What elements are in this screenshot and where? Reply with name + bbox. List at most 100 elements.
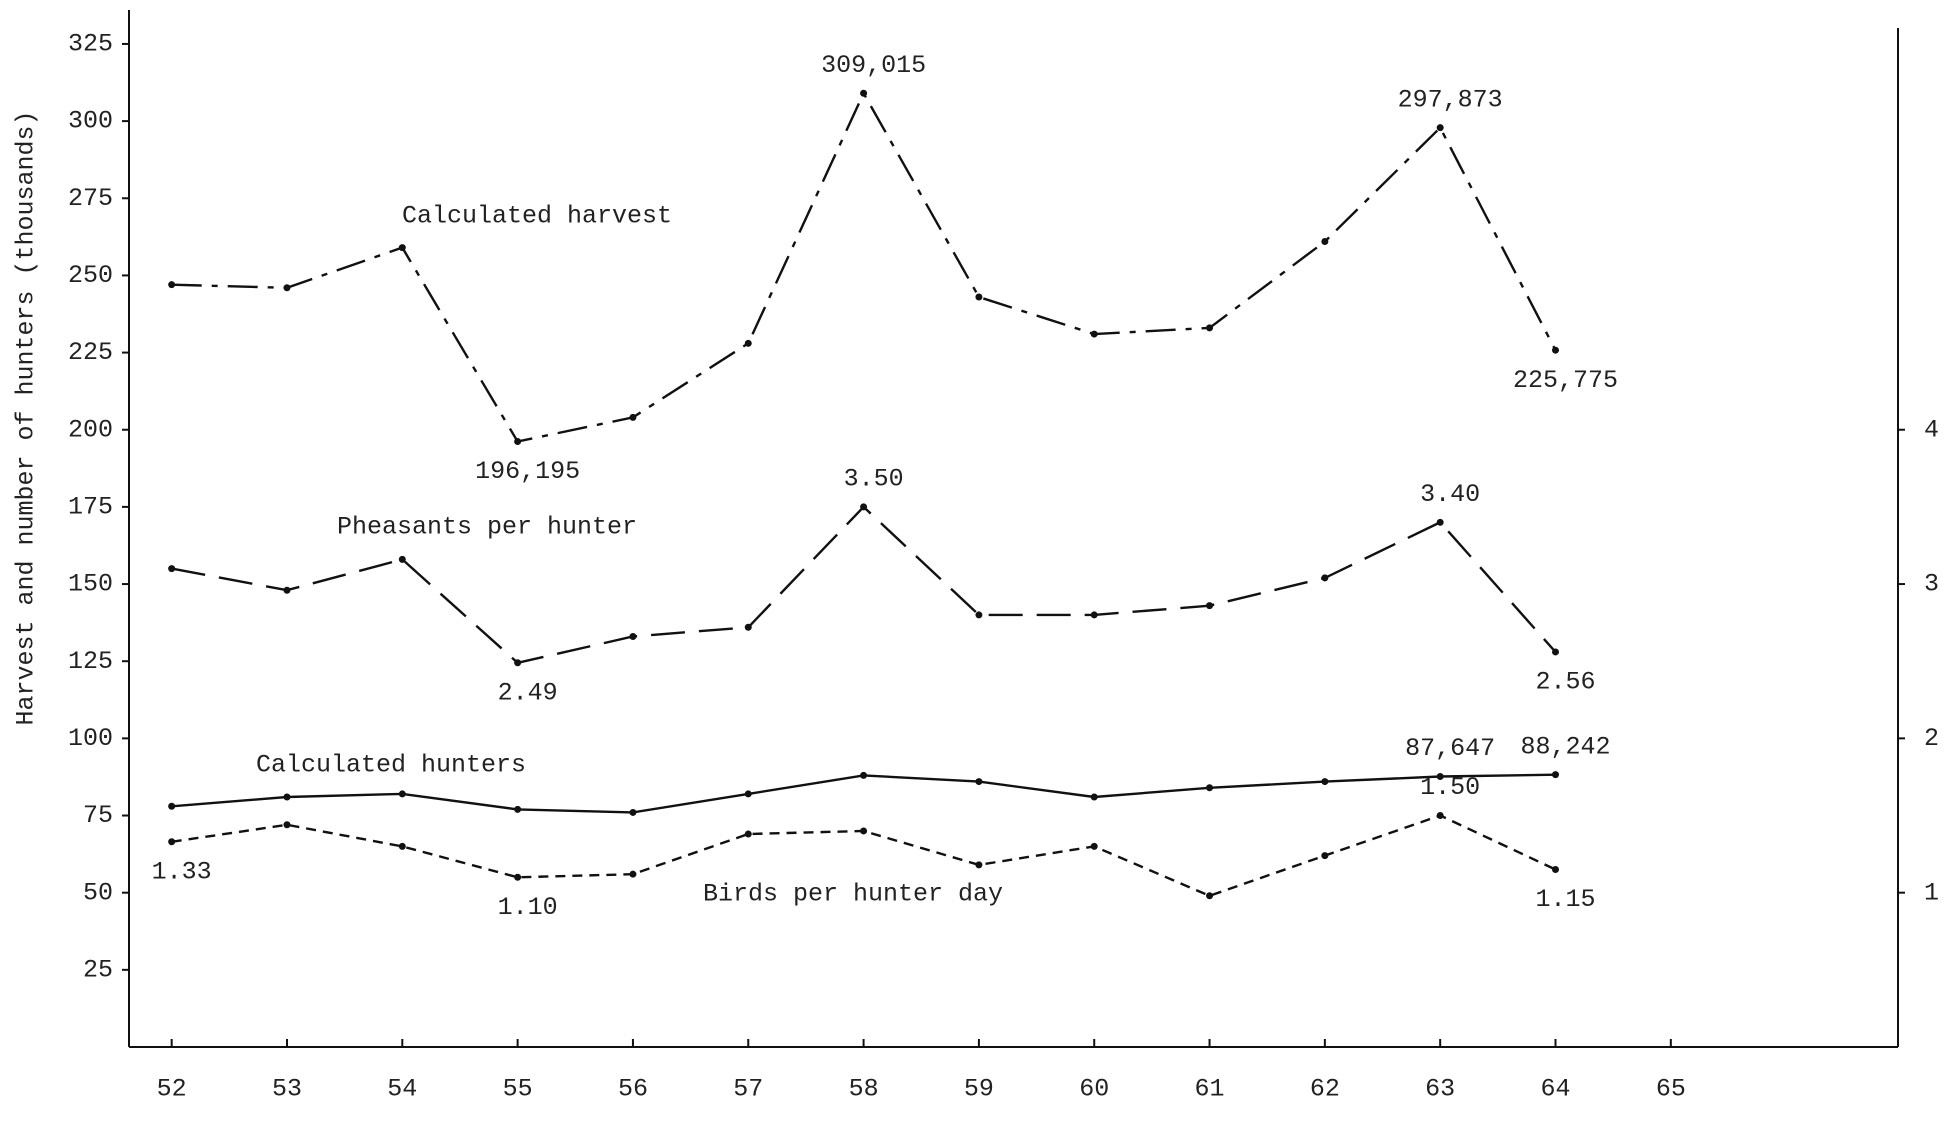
value-label: 1.33 (152, 857, 212, 886)
data-point (398, 790, 406, 798)
series-name: Birds per hunter day (703, 880, 1003, 909)
data-point (168, 281, 176, 289)
data-point (1206, 324, 1214, 332)
data-point (283, 793, 291, 801)
data-point (283, 821, 291, 829)
x-tick-label: 64 (1540, 1075, 1570, 1104)
data-point (514, 805, 522, 813)
value-label: 3.40 (1420, 480, 1480, 509)
series-name: Calculated hunters (256, 751, 526, 780)
value-label: 87,647 (1405, 734, 1495, 763)
data-point (744, 830, 752, 838)
x-tick-label: 53 (272, 1075, 302, 1104)
y-tick-label: 275 (68, 184, 113, 213)
data-point (860, 771, 868, 779)
data-point (168, 802, 176, 810)
data-point (1321, 852, 1329, 860)
data-point (1321, 778, 1329, 786)
data-point (1206, 892, 1214, 900)
data-point (1090, 611, 1098, 619)
series-name: Calculated harvest (402, 202, 672, 231)
data-point (398, 244, 406, 252)
data-point (1436, 518, 1444, 526)
x-tick-label: 55 (503, 1075, 533, 1104)
data-point (1321, 574, 1329, 582)
data-point (1552, 648, 1560, 656)
x-tick-label: 62 (1310, 1075, 1340, 1104)
y-tick-label: 225 (68, 338, 113, 367)
data-point (514, 437, 522, 445)
value-label: 1.50 (1420, 773, 1480, 802)
data-point (1321, 237, 1329, 245)
x-tick-label: 59 (964, 1075, 994, 1104)
data-point (1552, 771, 1560, 779)
y-tick-label: 300 (68, 107, 113, 136)
series-line (171, 90, 1557, 443)
x-tick-label: 60 (1079, 1075, 1109, 1104)
series-line (171, 773, 1556, 814)
x-tick-label: 58 (849, 1075, 879, 1104)
y-tick-label: 150 (68, 570, 113, 599)
data-point (398, 555, 406, 563)
value-label: 2.49 (498, 678, 558, 707)
data-point (975, 861, 983, 869)
data-point (975, 293, 983, 301)
data-point (744, 339, 752, 347)
data-point (1436, 124, 1444, 132)
value-label: 225,775 (1513, 366, 1618, 395)
data-point (514, 873, 522, 881)
data-point (629, 808, 637, 816)
data-point (860, 89, 868, 97)
data-point (860, 827, 868, 835)
data-point (283, 586, 291, 594)
data-point (283, 284, 291, 292)
y-tick-label: 75 (83, 801, 113, 830)
x-tick-label: 63 (1425, 1075, 1455, 1104)
y-tick-label: 125 (68, 647, 113, 676)
data-point (860, 503, 868, 511)
data-point (629, 413, 637, 421)
data-point (1552, 346, 1560, 354)
value-label: 1.15 (1535, 885, 1595, 914)
data-point (629, 870, 637, 878)
data-point (744, 623, 752, 631)
y2-tick-label: 1 (1924, 878, 1939, 907)
y-tick-label: 100 (68, 724, 113, 753)
x-tick-label: 56 (618, 1075, 648, 1104)
y2-tick-label: 4 (1924, 415, 1939, 444)
x-tick-label: 54 (387, 1075, 417, 1104)
data-point (1206, 602, 1214, 610)
y-tick-label: 200 (68, 415, 113, 444)
data-point (1552, 866, 1560, 874)
data-point (1090, 330, 1098, 338)
data-point (975, 611, 983, 619)
value-label: 2.56 (1535, 668, 1595, 697)
y2-tick-label: 3 (1924, 570, 1939, 599)
value-label: 196,195 (475, 457, 580, 486)
value-label: 88,242 (1520, 732, 1610, 761)
data-point (1090, 793, 1098, 801)
data-point (744, 790, 752, 798)
data-point (629, 633, 637, 641)
y2-tick-label: 2 (1924, 724, 1939, 753)
y-tick-label: 325 (68, 30, 113, 59)
y-tick-label: 250 (68, 261, 113, 290)
data-point (398, 842, 406, 850)
x-tick-label: 52 (157, 1075, 187, 1104)
data-point (514, 659, 522, 667)
data-point (1090, 842, 1098, 850)
data-point (1206, 784, 1214, 792)
data-point (168, 838, 176, 846)
y-tick-label: 175 (68, 493, 113, 522)
y-axis-label: Harvest and number of hunters (thousands… (12, 110, 41, 725)
y-tick-label: 50 (83, 878, 113, 907)
x-tick-label: 65 (1656, 1075, 1686, 1104)
data-point (975, 778, 983, 786)
data-point (1436, 812, 1444, 820)
value-label: 297,873 (1398, 85, 1503, 114)
value-label: 309,015 (821, 51, 926, 80)
x-tick-label: 57 (733, 1075, 763, 1104)
data-point (168, 565, 176, 573)
